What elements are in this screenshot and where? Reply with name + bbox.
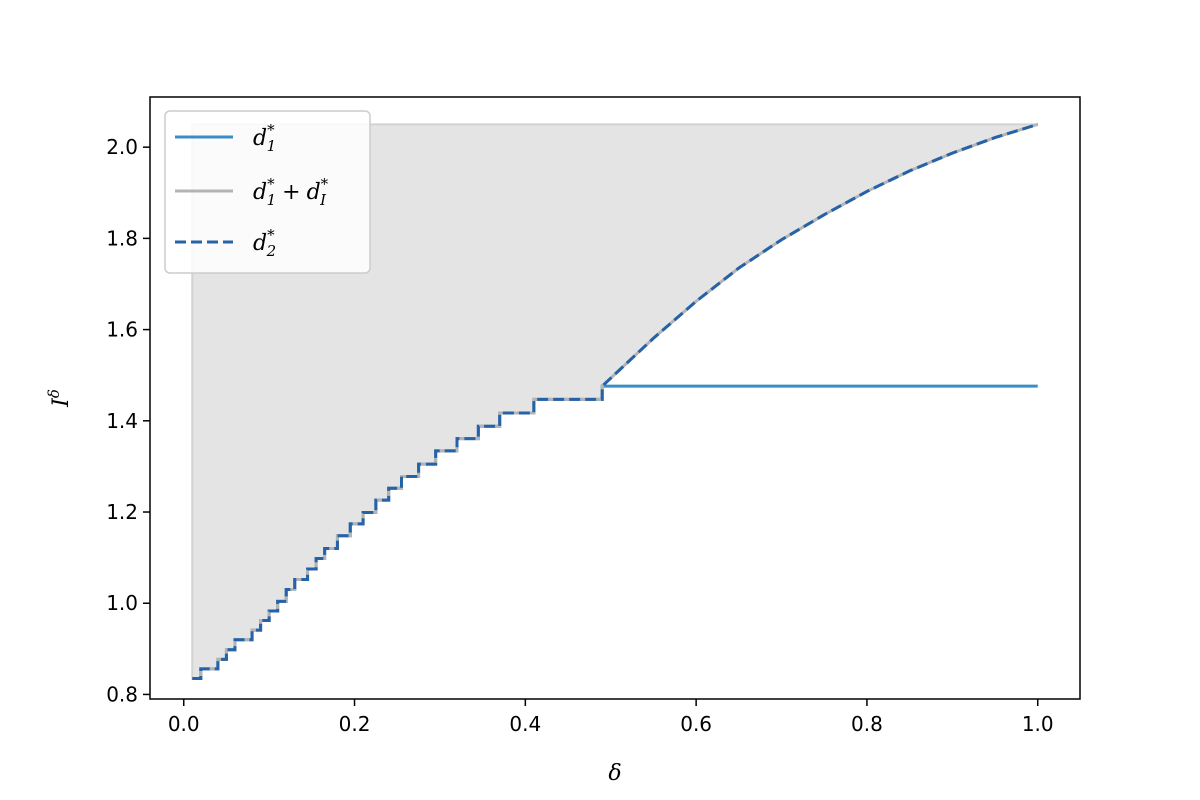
- legend: d* 1 d* 1 + d* I d* 2: [164, 110, 371, 274]
- plot-frame: [149, 96, 1081, 700]
- y-axis-label-sup: δ: [45, 389, 63, 398]
- x-tick-label: 0.6: [680, 712, 712, 736]
- y-tick-label: 1.6: [106, 318, 138, 342]
- y-tick-label: 1.4: [106, 409, 138, 433]
- legend-label-1: d* 1: [253, 121, 276, 155]
- legend-label-2: d* 1 + d* I: [253, 175, 329, 209]
- x-tick-label: 1.0: [1022, 712, 1054, 736]
- y-axis-label: Iδ: [45, 389, 74, 408]
- y-axis-label-group: Iδ: [45, 389, 74, 408]
- y-tick-label: 2.0: [106, 135, 138, 159]
- series-line-3: [192, 122, 1039, 680]
- x-tick-label: 0.2: [339, 712, 371, 736]
- legend-label-3: d* 2: [253, 226, 276, 260]
- x-axis: 0.0 0.2 0.4 0.6 0.8 1.0: [168, 699, 1054, 736]
- x-tick-label: 0.8: [851, 712, 883, 736]
- y-axis-label-base: I: [49, 397, 74, 408]
- x-tick-label: 0.4: [509, 712, 541, 736]
- series-layer: [192, 122, 1039, 680]
- y-axis: 0.8 1.0 1.2 1.4 1.6 1.8 2.0: [106, 135, 150, 706]
- y-tick-label: 1.2: [106, 500, 138, 524]
- y-tick-label: 0.8: [106, 682, 138, 706]
- x-axis-label: δ: [608, 761, 621, 786]
- legend-box: [164, 110, 371, 274]
- x-tick-label: 0.0: [168, 712, 200, 736]
- y-tick-label: 1.0: [106, 591, 138, 615]
- y-tick-label: 1.8: [106, 226, 138, 250]
